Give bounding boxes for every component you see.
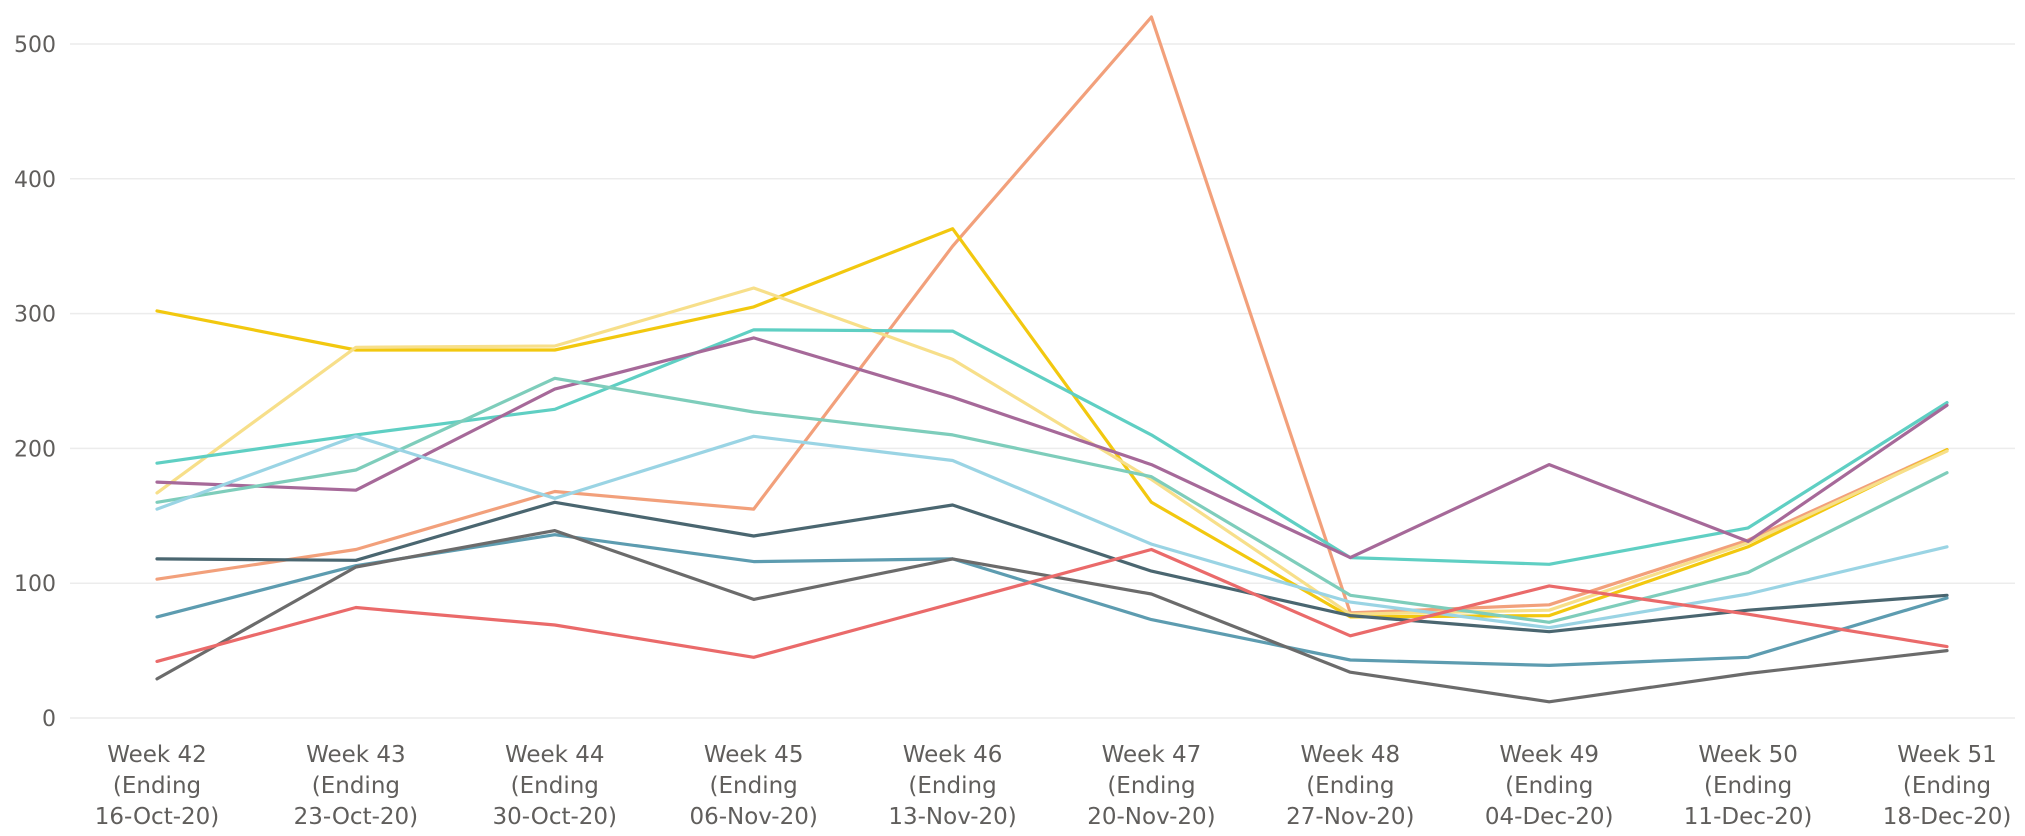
series-line-11[interactable] [155, 547, 1949, 664]
x-tick-label: Week 44 (Ending 30-Oct-20) [493, 742, 618, 830]
x-tick-label-line: 16-Oct-20) [95, 804, 220, 830]
x-tick-label-line: (Ending [511, 773, 599, 799]
x-tick-label-line: Week 46 [903, 742, 1003, 768]
x-tick-label: Week 47 (Ending 20-Nov-20) [1087, 742, 1215, 830]
x-tick-label-line: Week 51 [1897, 742, 1997, 768]
x-tick-label-line: Week 43 [306, 742, 406, 768]
x-tick-label-line: Week 47 [1102, 742, 1202, 768]
series-line-1[interactable] [155, 15, 1949, 615]
x-tick-label-line: 11-Dec-20) [1684, 804, 1813, 830]
x-tick-label-line: 06-Nov-20) [689, 804, 817, 830]
series-line-5[interactable] [155, 336, 1949, 560]
x-tick-label-line: Week 49 [1499, 742, 1599, 768]
x-tick-label-line: 27-Nov-20) [1286, 804, 1414, 830]
y-tick-label: 500 [14, 33, 56, 58]
series-line-4[interactable] [155, 328, 1949, 566]
x-tick-label: Week 51 (Ending 18-Dec-20) [1883, 742, 2012, 830]
x-axis-ticks: Week 42 (Ending 16-Oct-20) Week 43 (Ending 23… [95, 742, 2012, 830]
series-line-3[interactable] [155, 286, 1949, 616]
x-tick-label-line: (Ending [1505, 773, 1593, 799]
series-line-2[interactable] [155, 227, 1949, 619]
x-tick-label-line: 30-Oct-20) [493, 804, 618, 830]
x-tick-label-line: Week 45 [704, 742, 804, 768]
x-tick-label: Week 43 (Ending 23-Oct-20) [294, 742, 419, 830]
x-tick-label-line: 18-Dec-20) [1883, 804, 2012, 830]
y-axis-ticks: 0 100 200 300 400 500 [14, 33, 56, 732]
x-tick-label-line: 13-Nov-20) [888, 804, 1016, 830]
gridlines [70, 43, 2015, 719]
x-tick-label: Week 50 (Ending 11-Dec-20) [1684, 742, 1813, 830]
x-tick-label-line: (Ending [312, 773, 400, 799]
x-tick-label-line: (Ending [1306, 773, 1394, 799]
series-line-7[interactable] [155, 434, 1949, 630]
y-tick-label: 300 [14, 303, 56, 328]
series-lines [155, 15, 1949, 704]
x-tick-label-line: (Ending [908, 773, 996, 799]
x-tick-label-line: (Ending [113, 773, 201, 799]
x-tick-label-line: Week 50 [1698, 742, 1798, 768]
x-tick-label: Week 49 (Ending 04-Dec-20) [1485, 742, 1614, 830]
x-tick-label-line: (Ending [1704, 773, 1792, 799]
x-tick-label-line: 23-Oct-20) [294, 804, 419, 830]
x-tick-label: Week 48 (Ending 27-Nov-20) [1286, 742, 1414, 830]
x-tick-label-line: Week 48 [1301, 742, 1401, 768]
y-tick-label: 0 [42, 707, 56, 732]
x-tick-label-line: 20-Nov-20) [1087, 804, 1215, 830]
x-tick-label-line: (Ending [1903, 773, 1991, 799]
x-tick-label-line: (Ending [710, 773, 798, 799]
series-line-6[interactable] [155, 376, 1949, 624]
series-line-8[interactable] [155, 500, 1949, 634]
x-tick-label-line: 04-Dec-20) [1485, 804, 1614, 830]
x-tick-label: Week 46 (Ending 13-Nov-20) [888, 742, 1016, 830]
x-tick-label-line: (Ending [1107, 773, 1195, 799]
x-tick-label-line: Week 42 [107, 742, 207, 768]
y-tick-label: 200 [14, 437, 56, 462]
x-tick-label: Week 42 (Ending 16-Oct-20) [95, 742, 220, 830]
y-tick-label: 400 [14, 168, 56, 193]
y-tick-label: 100 [14, 572, 56, 597]
x-tick-label: Week 45 (Ending 06-Nov-20) [689, 742, 817, 830]
x-tick-label-line: Week 44 [505, 742, 605, 768]
